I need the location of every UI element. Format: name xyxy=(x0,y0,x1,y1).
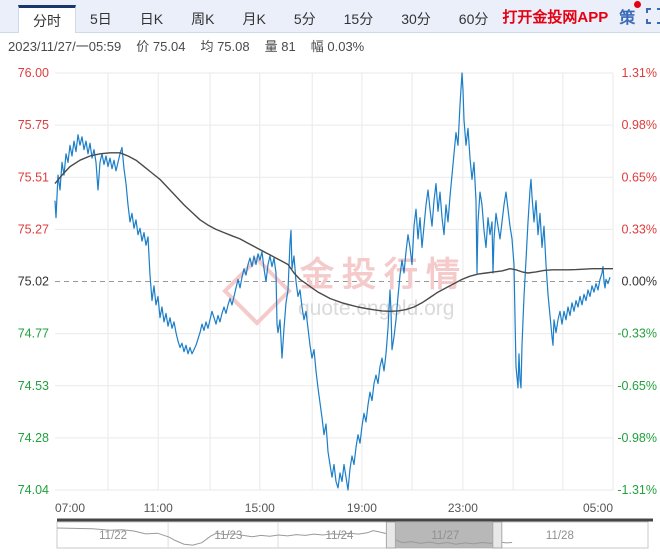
y-axis-pct-label: -0.33% xyxy=(617,327,657,341)
price-value: 75.04 xyxy=(152,39,186,54)
price-label: 价 xyxy=(136,39,150,54)
tab-period-7[interactable]: 30分 xyxy=(401,10,431,27)
navigator-handle[interactable] xyxy=(492,521,503,549)
period-tabbar: 分时 5日 日K 周K 月K 5分 15分 30分 60分 打开金投网APP 策 ⋮ xyxy=(0,0,660,33)
quote-range: 幅 0.03% xyxy=(311,36,365,55)
navigator-date-label: 11/24 xyxy=(326,530,355,542)
quote-datetime: 2023/11/27/一05:59 xyxy=(8,39,122,54)
price-line xyxy=(54,72,611,491)
x-axis-label: 05:00 xyxy=(583,501,613,515)
average-line xyxy=(54,152,613,312)
y-axis-pct-label: -0.98% xyxy=(617,431,657,445)
x-axis-label: 11:00 xyxy=(144,501,173,515)
quote-average: 均 75.08 xyxy=(200,36,249,55)
quote-volume: 量 81 xyxy=(265,36,296,55)
navigator-date-label: 11/28 xyxy=(546,530,574,542)
navigator-handle[interactable] xyxy=(385,521,396,549)
watermark-diamond-icon xyxy=(222,256,292,326)
tab-period-1[interactable]: 5日 xyxy=(90,10,112,27)
y-axis-price-label: 74.77 xyxy=(18,327,49,341)
navigator-date-label: 11/22 xyxy=(99,530,127,542)
avg-value: 75.08 xyxy=(217,39,250,54)
tab-period-3[interactable]: 周K xyxy=(191,10,215,27)
y-axis-pct-label: 0.00% xyxy=(622,275,657,289)
strategy-badge[interactable]: 策 xyxy=(619,1,642,28)
notification-dot-icon xyxy=(634,1,642,8)
y-axis-pct-label: 1.31% xyxy=(622,66,657,80)
range-label: 幅 xyxy=(310,39,324,54)
y-axis-pct-label: 0.65% xyxy=(622,170,657,184)
y-axis-price-label: 75.75 xyxy=(18,118,49,132)
fullscreen-icon[interactable] xyxy=(646,8,660,24)
tab-period-4[interactable]: 月K xyxy=(242,10,266,27)
navigator-selection[interactable] xyxy=(390,522,498,548)
watermark-url: quote.cngold.org xyxy=(298,297,454,320)
y-axis-price-label: 75.02 xyxy=(18,275,49,289)
volume-label: 量 xyxy=(264,39,278,54)
x-axis-label: 07:00 xyxy=(55,501,85,515)
watermark-title: 金投行情 xyxy=(299,255,468,294)
y-axis-price-label: 76.00 xyxy=(18,66,49,80)
tab-period-6[interactable]: 15分 xyxy=(343,10,374,27)
range-value: 0.03% xyxy=(327,39,365,54)
y-axis-price-label: 74.28 xyxy=(18,431,49,445)
tab-period-0[interactable]: 分时 xyxy=(18,5,76,33)
y-axis-pct-label: 0.98% xyxy=(622,118,657,132)
y-axis-price-label: 74.04 xyxy=(18,483,49,497)
quote-infobar: 2023/11/27/一05:59 价 75.04 均 75.08 量 81 幅… xyxy=(0,33,660,58)
volume-value: 81 xyxy=(281,39,296,54)
navigator-date-label: 11/23 xyxy=(214,530,242,542)
navigator-track[interactable] xyxy=(56,521,649,549)
y-axis-price-label: 74.53 xyxy=(18,379,49,393)
tab-period-5[interactable]: 5分 xyxy=(293,10,316,27)
y-axis-price-label: 75.27 xyxy=(18,222,49,236)
y-axis-pct-label: -0.65% xyxy=(617,379,657,393)
tab-period-8[interactable]: 60分 xyxy=(458,10,489,27)
period-tabs: 分时 5日 日K 周K 月K 5分 15分 30分 60分 xyxy=(18,0,502,33)
y-axis-price-label: 75.51 xyxy=(18,170,49,184)
navigator-date-label: 11/27 xyxy=(431,530,459,542)
x-axis-label: 15:00 xyxy=(245,501,275,515)
open-app-link[interactable]: 打开金投网APP xyxy=(502,8,609,26)
quote-price: 价 75.04 xyxy=(136,36,185,55)
y-axis-pct-label: -1.31% xyxy=(617,483,657,497)
strategy-badge-label: 策 xyxy=(619,10,636,27)
tab-period-2[interactable]: 日K xyxy=(139,10,164,27)
avg-label: 均 xyxy=(200,39,214,54)
tabbar-right-group: 打开金投网APP 策 ⋮ xyxy=(502,0,660,32)
y-axis-pct-label: 0.33% xyxy=(622,222,657,236)
x-axis-label: 19:00 xyxy=(347,501,377,515)
navigator-sparkline xyxy=(56,527,513,546)
x-axis-label: 23:00 xyxy=(448,501,478,515)
